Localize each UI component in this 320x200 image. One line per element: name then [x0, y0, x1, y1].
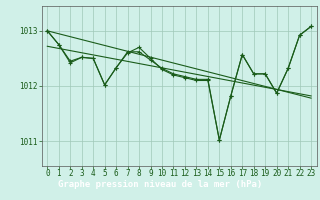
Text: Graphe pression niveau de la mer (hPa): Graphe pression niveau de la mer (hPa)	[58, 180, 262, 189]
